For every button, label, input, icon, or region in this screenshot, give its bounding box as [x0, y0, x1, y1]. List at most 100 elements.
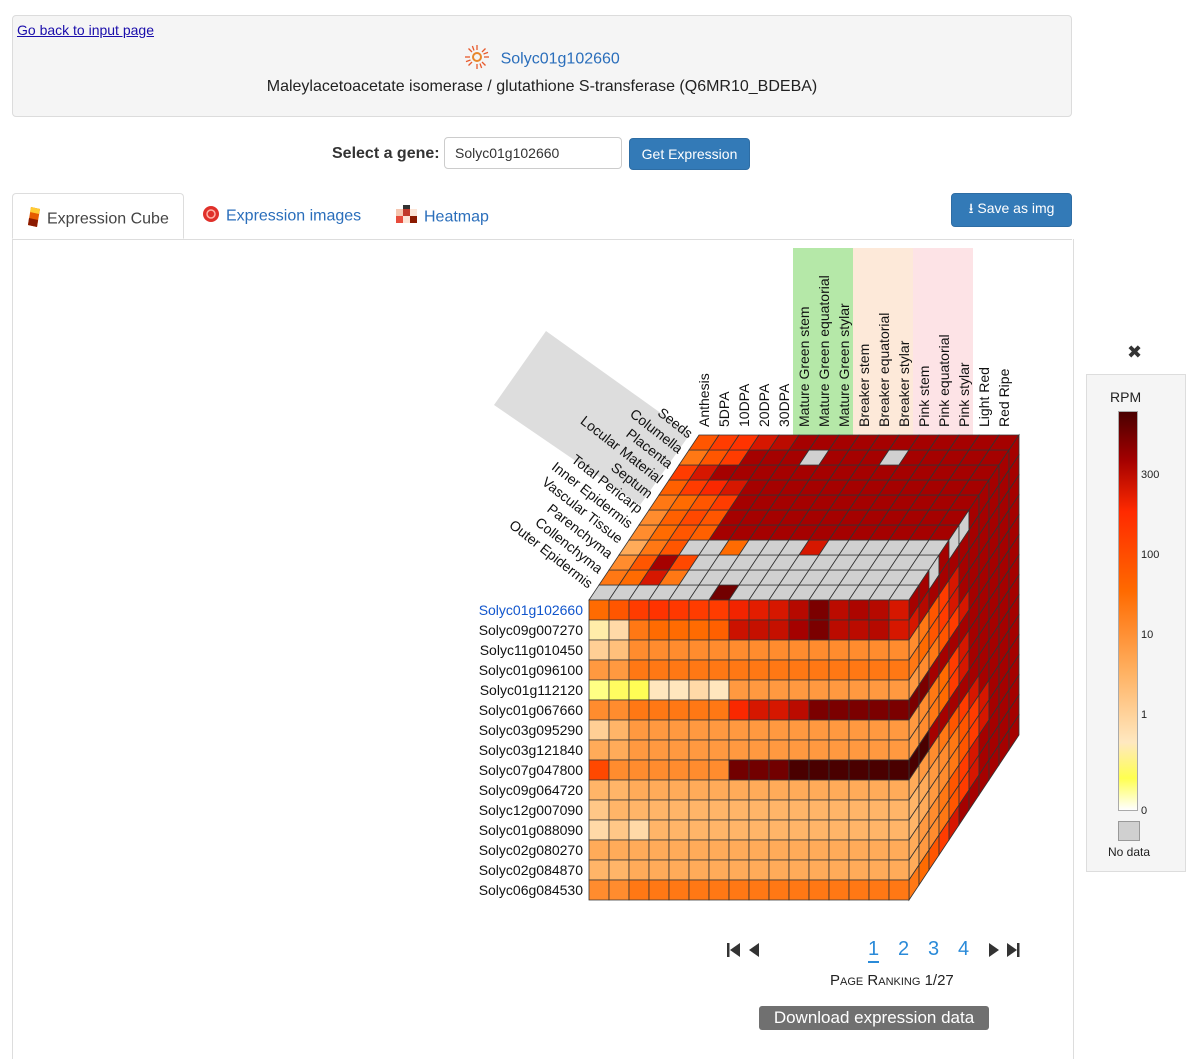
cube-front-cell[interactable]	[728, 719, 750, 741]
cube-side-cell[interactable]	[1008, 713, 1020, 752]
cube-front-cell[interactable]	[828, 879, 850, 901]
cube-front-cell[interactable]	[708, 839, 730, 861]
cube-front-cell[interactable]	[888, 659, 910, 681]
cube-front-cell[interactable]	[728, 799, 750, 821]
cube-front-cell[interactable]	[808, 739, 830, 761]
cube-front-cell[interactable]	[788, 879, 810, 901]
cube-front-cell[interactable]	[668, 739, 690, 761]
cube-front-cell[interactable]	[648, 759, 670, 781]
cube-front-cell[interactable]	[728, 679, 750, 701]
cube-front-cell[interactable]	[588, 839, 610, 861]
cube-front-cell[interactable]	[868, 659, 890, 681]
cube-front-cell[interactable]	[708, 879, 730, 901]
cube-front-cell[interactable]	[728, 839, 750, 861]
cube-front-cell[interactable]	[788, 619, 810, 641]
cube-front-cell[interactable]	[828, 619, 850, 641]
cube-front-cell[interactable]	[788, 839, 810, 861]
cube-front-cell[interactable]	[708, 819, 730, 841]
cube-front-cell[interactable]	[888, 639, 910, 661]
cube-front-cell[interactable]	[728, 639, 750, 661]
cube-front-cell[interactable]	[608, 759, 630, 781]
close-legend-icon[interactable]: ✖	[1127, 342, 1143, 362]
cube-front-cell[interactable]	[648, 799, 670, 821]
cube-front-cell[interactable]	[808, 599, 830, 621]
cube-front-cell[interactable]	[628, 619, 650, 641]
cube-front-cell[interactable]	[708, 699, 730, 721]
cube-front-cell[interactable]	[588, 739, 610, 761]
cube-front-cell[interactable]	[648, 859, 670, 881]
cube-front-cell[interactable]	[648, 699, 670, 721]
cube-front-cell[interactable]	[708, 799, 730, 821]
cube-front-cell[interactable]	[748, 739, 770, 761]
cube-front-cell[interactable]	[588, 879, 610, 901]
cube-front-cell[interactable]	[628, 839, 650, 861]
cube-front-cell[interactable]	[688, 739, 710, 761]
cube-front-cell[interactable]	[768, 839, 790, 861]
cube-front-cell[interactable]	[588, 859, 610, 881]
cube-front-cell[interactable]	[788, 639, 810, 661]
cube-front-cell[interactable]	[748, 619, 770, 641]
cube-front-cell[interactable]	[608, 699, 630, 721]
cube-front-cell[interactable]	[848, 679, 870, 701]
cube-front-cell[interactable]	[728, 699, 750, 721]
cube-front-cell[interactable]	[708, 759, 730, 781]
cube-front-cell[interactable]	[628, 779, 650, 801]
get-expression-button[interactable]: Get Expression	[629, 138, 750, 170]
cube-front-cell[interactable]	[868, 859, 890, 881]
cube-front-cell[interactable]	[768, 759, 790, 781]
cube-front-cell[interactable]	[768, 679, 790, 701]
cube-front-cell[interactable]	[888, 879, 910, 901]
first-page-icon[interactable]	[727, 942, 741, 963]
cube-front-cell[interactable]	[588, 599, 610, 621]
cube-front-cell[interactable]	[888, 619, 910, 641]
cube-front-cell[interactable]	[588, 619, 610, 641]
cube-front-cell[interactable]	[788, 719, 810, 741]
cube-front-cell[interactable]	[788, 759, 810, 781]
cube-front-cell[interactable]	[608, 879, 630, 901]
cube-front-cell[interactable]	[748, 679, 770, 701]
cube-front-cell[interactable]	[608, 859, 630, 881]
cube-front-cell[interactable]	[748, 799, 770, 821]
cube-front-cell[interactable]	[768, 599, 790, 621]
gene-input[interactable]	[444, 137, 622, 169]
cube-front-cell[interactable]	[588, 779, 610, 801]
cube-front-cell[interactable]	[848, 759, 870, 781]
cube-front-cell[interactable]	[848, 619, 870, 641]
cube-front-cell[interactable]	[668, 779, 690, 801]
cube-front-cell[interactable]	[688, 839, 710, 861]
cube-front-cell[interactable]	[588, 799, 610, 821]
cube-front-cell[interactable]	[648, 779, 670, 801]
cube-front-cell[interactable]	[768, 879, 790, 901]
page-2-link[interactable]: 2	[898, 938, 910, 960]
cube-front-cell[interactable]	[888, 799, 910, 821]
cube-front-cell[interactable]	[848, 819, 870, 841]
cube-front-cell[interactable]	[768, 699, 790, 721]
cube-front-cell[interactable]	[668, 599, 690, 621]
cube-front-cell[interactable]	[708, 739, 730, 761]
cube-front-cell[interactable]	[808, 819, 830, 841]
cube-front-cell[interactable]	[668, 859, 690, 881]
cube-front-cell[interactable]	[648, 659, 670, 681]
cube-front-cell[interactable]	[788, 819, 810, 841]
page-3-link[interactable]: 3	[928, 938, 940, 960]
gene-id-link[interactable]: Solyc01g102660	[500, 50, 620, 68]
cube-front-cell[interactable]	[788, 679, 810, 701]
cube-front-cell[interactable]	[788, 659, 810, 681]
cube-front-cell[interactable]	[628, 639, 650, 661]
cube-front-cell[interactable]	[608, 819, 630, 841]
cube-front-cell[interactable]	[888, 599, 910, 621]
cube-front-cell[interactable]	[628, 679, 650, 701]
cube-front-cell[interactable]	[788, 739, 810, 761]
cube-front-cell[interactable]	[808, 639, 830, 661]
cube-front-cell[interactable]	[868, 739, 890, 761]
cube-front-cell[interactable]	[888, 719, 910, 741]
cube-front-cell[interactable]	[888, 699, 910, 721]
cube-front-cell[interactable]	[828, 719, 850, 741]
cube-front-cell[interactable]	[648, 619, 670, 641]
cube-front-cell[interactable]	[668, 719, 690, 741]
cube-front-cell[interactable]	[868, 699, 890, 721]
cube-front-cell[interactable]	[808, 619, 830, 641]
cube-front-cell[interactable]	[588, 759, 610, 781]
cube-front-cell[interactable]	[688, 859, 710, 881]
cube-front-cell[interactable]	[688, 779, 710, 801]
